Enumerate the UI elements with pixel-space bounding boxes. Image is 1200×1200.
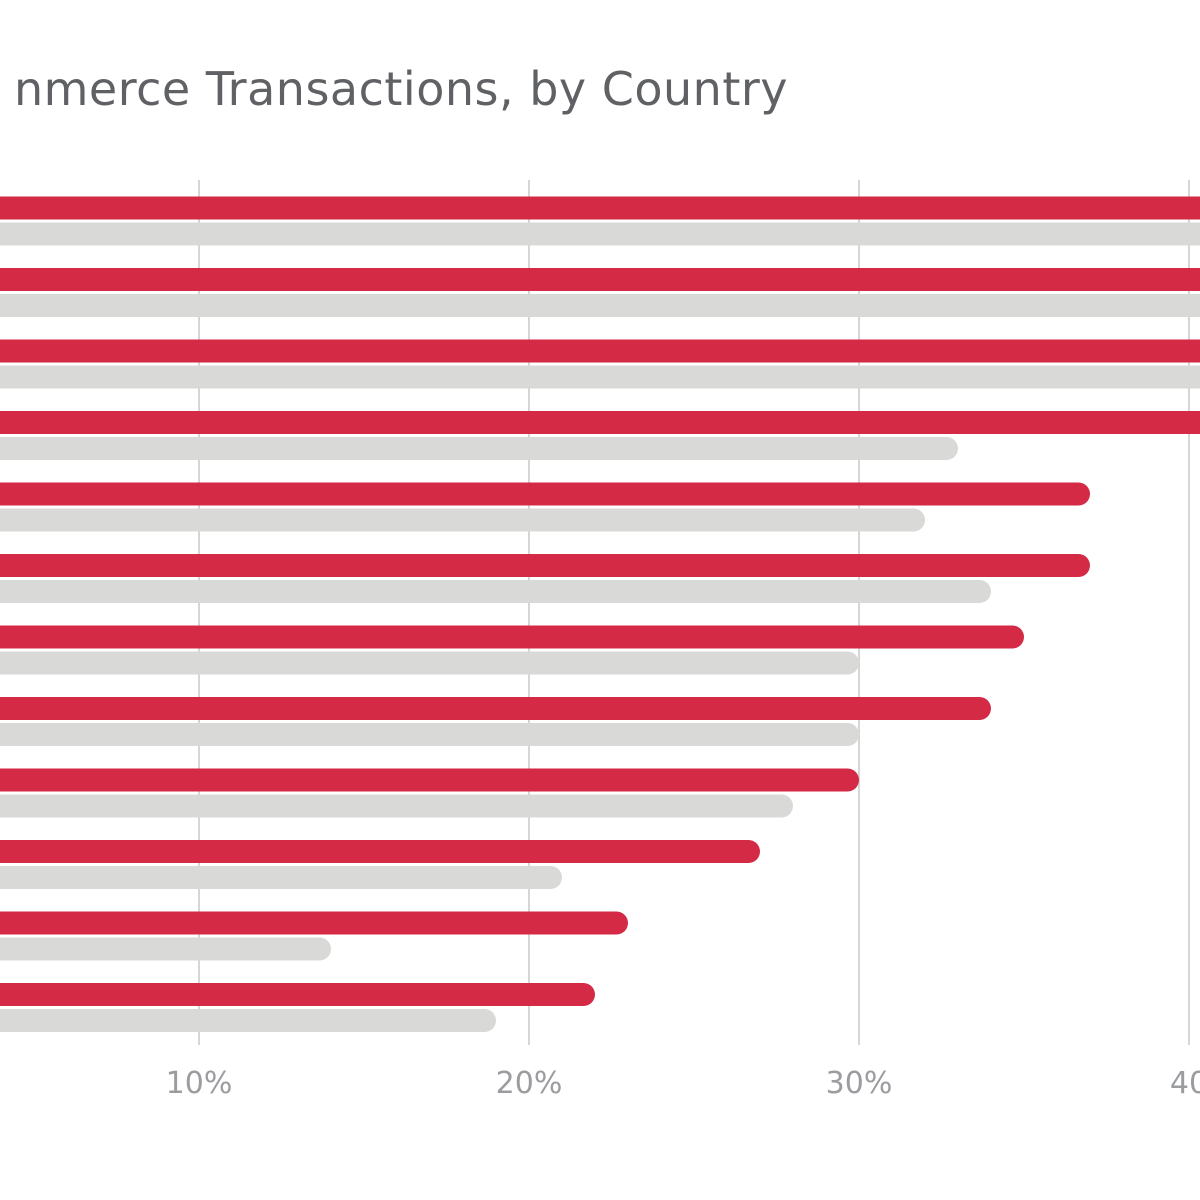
bar-secondary bbox=[0, 723, 859, 746]
bar-secondary bbox=[0, 580, 991, 603]
bar-primary bbox=[0, 697, 991, 720]
x-tick-label: 10% bbox=[166, 1066, 233, 1101]
bar-secondary bbox=[0, 508, 925, 532]
bar-secondary bbox=[0, 437, 958, 460]
bar-primary bbox=[0, 482, 1090, 506]
bar-secondary bbox=[0, 222, 1200, 246]
chart-title: nmerce Transactions, by Country bbox=[13, 62, 788, 116]
x-tick-label: 20% bbox=[496, 1066, 563, 1101]
bar-primary bbox=[0, 554, 1090, 577]
bar-primary bbox=[0, 911, 628, 935]
bar-primary bbox=[0, 196, 1200, 220]
gridlines bbox=[198, 180, 1190, 1045]
x-axis-ticks: 10% 20% 30% 40 bbox=[166, 1066, 1200, 1101]
bar-primary bbox=[0, 768, 859, 792]
bar-primary bbox=[0, 840, 760, 863]
bar-secondary bbox=[0, 1009, 496, 1032]
x-tick-label: 30% bbox=[826, 1066, 893, 1101]
bar-secondary bbox=[0, 794, 793, 818]
bar-primary bbox=[0, 411, 1200, 434]
bar-primary bbox=[0, 339, 1200, 363]
bar-secondary bbox=[0, 937, 331, 961]
bar-secondary bbox=[0, 651, 859, 675]
bars bbox=[0, 196, 1200, 1032]
x-tick-label: 40 bbox=[1170, 1066, 1200, 1101]
bar-primary bbox=[0, 983, 595, 1006]
bar-secondary bbox=[0, 294, 1200, 317]
bar-primary bbox=[0, 625, 1024, 649]
bar-secondary bbox=[0, 365, 1200, 389]
bar-primary bbox=[0, 268, 1200, 291]
bar-secondary bbox=[0, 866, 562, 889]
